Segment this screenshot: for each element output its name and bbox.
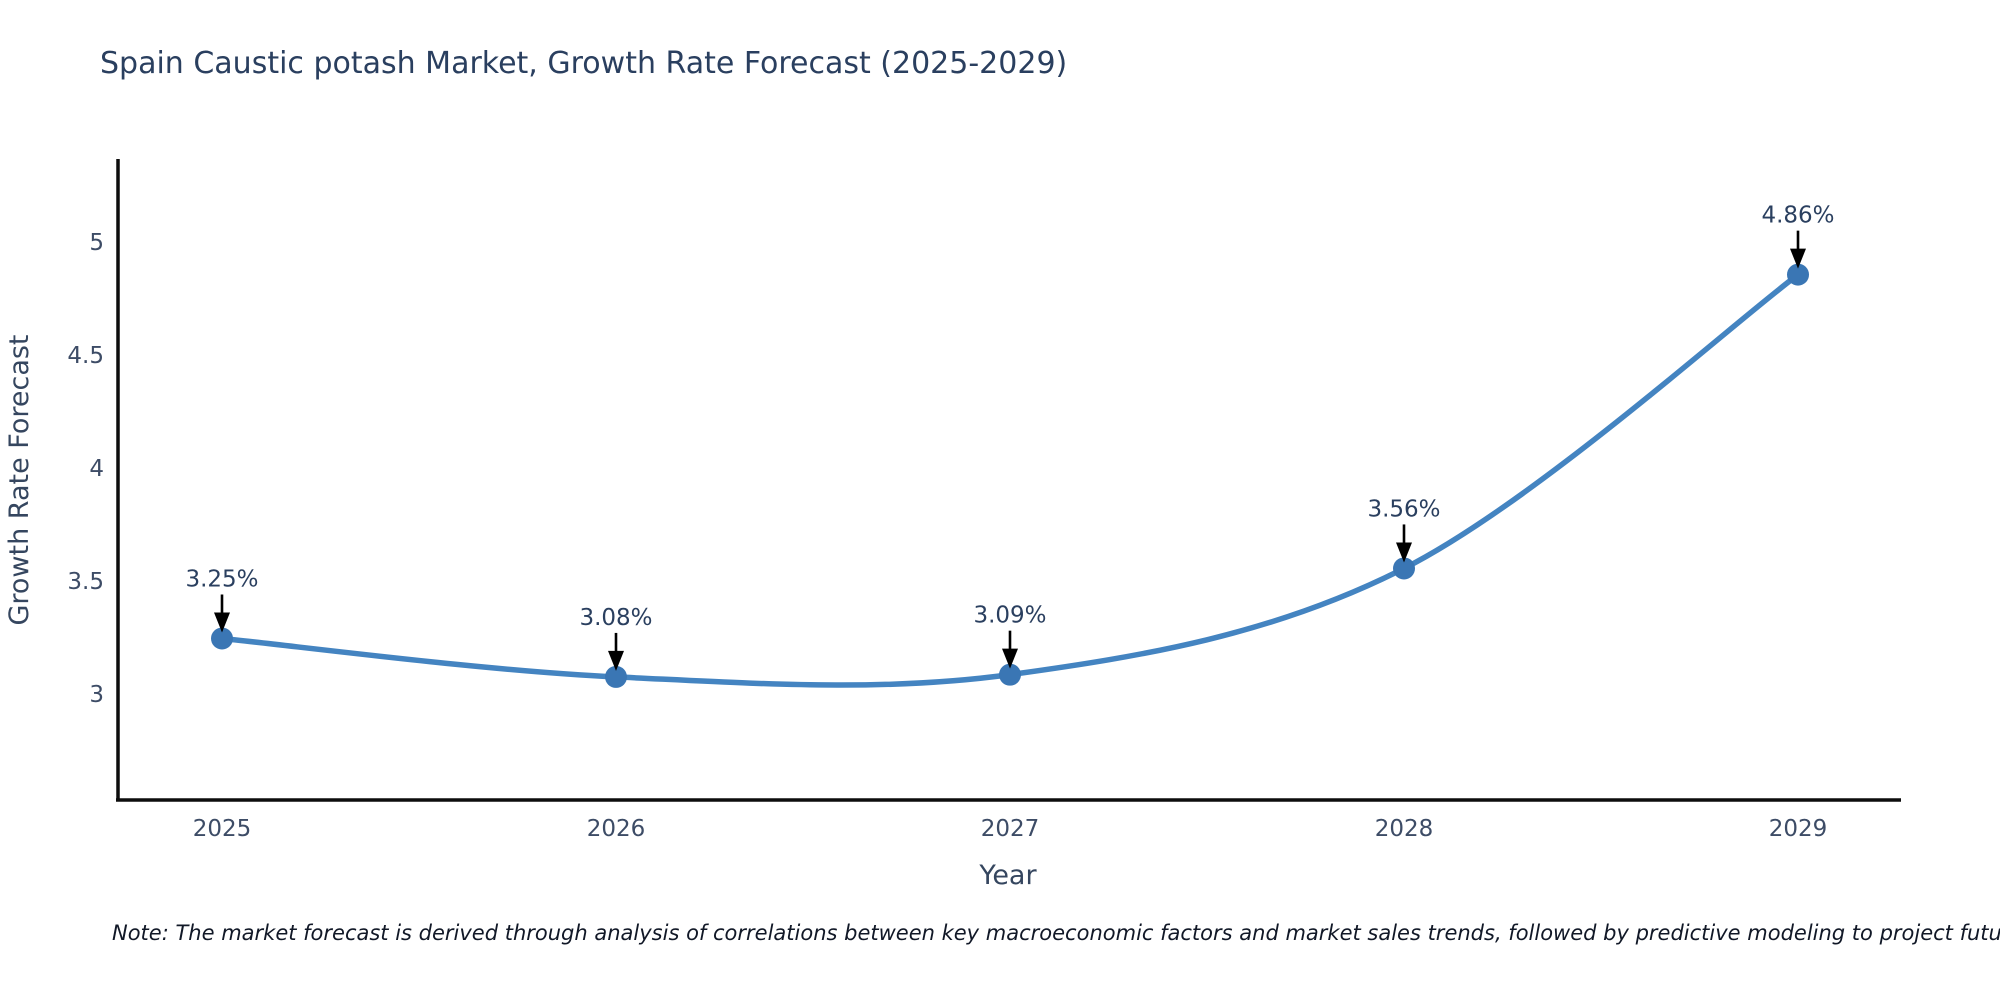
data-point-2026[interactable] (605, 665, 627, 688)
annotation-label-2028: 3.56% (1367, 496, 1440, 522)
series-line (219, 271, 1801, 688)
axes (116, 159, 1901, 802)
footnote: Note: The market forecast is derived thr… (112, 921, 2000, 945)
x-tick-label-2027: 2027 (981, 816, 1040, 842)
point-annotations: 3.25% 3.08% 3.09% 3.56% 4.86% (185, 203, 1835, 671)
x-tick-label-2028: 2028 (1375, 816, 1434, 842)
y-tick-label-4.5: 4.5 (67, 343, 104, 369)
x-tick-label-2026: 2026 (587, 816, 646, 842)
chart-title: Spain Caustic potash Market, Growth Rate… (100, 46, 1067, 81)
growth-rate-series (211, 263, 1809, 688)
y-tick-label-5: 5 (89, 230, 104, 256)
annotation-label-2029: 4.86% (1761, 203, 1834, 229)
annotation-arrow-head-2028 (1396, 542, 1412, 563)
x-axis-tick-labels: 2025 2026 2027 2028 2029 (193, 816, 1828, 842)
data-point-2027[interactable] (999, 663, 1021, 686)
y-tick-label-3: 3 (89, 682, 104, 708)
x-tick-label-2029: 2029 (1769, 816, 1828, 842)
y-axis-title: Growth Rate Forecast (4, 334, 35, 625)
annotation-arrow-head-2027 (1002, 648, 1018, 669)
data-point-2025[interactable] (211, 627, 233, 650)
annotation-label-2027: 3.09% (973, 603, 1046, 629)
data-point-2028[interactable] (1393, 557, 1415, 580)
x-axis-title: Year (978, 860, 1037, 891)
annotation-label-2026: 3.08% (579, 605, 652, 631)
annotation-label-2025: 3.25% (185, 567, 258, 593)
y-axis-tick-labels: 3 3.5 4 4.5 5 (67, 230, 104, 708)
data-point-2029[interactable] (1787, 263, 1809, 286)
x-tick-label-2025: 2025 (193, 816, 252, 842)
annotation-arrow-head-2026 (608, 650, 624, 671)
y-tick-label-4: 4 (89, 456, 104, 482)
y-tick-label-3.5: 3.5 (67, 569, 104, 595)
annotation-arrow-head-2029 (1790, 248, 1806, 269)
annotation-arrow-head-2025 (214, 612, 230, 633)
